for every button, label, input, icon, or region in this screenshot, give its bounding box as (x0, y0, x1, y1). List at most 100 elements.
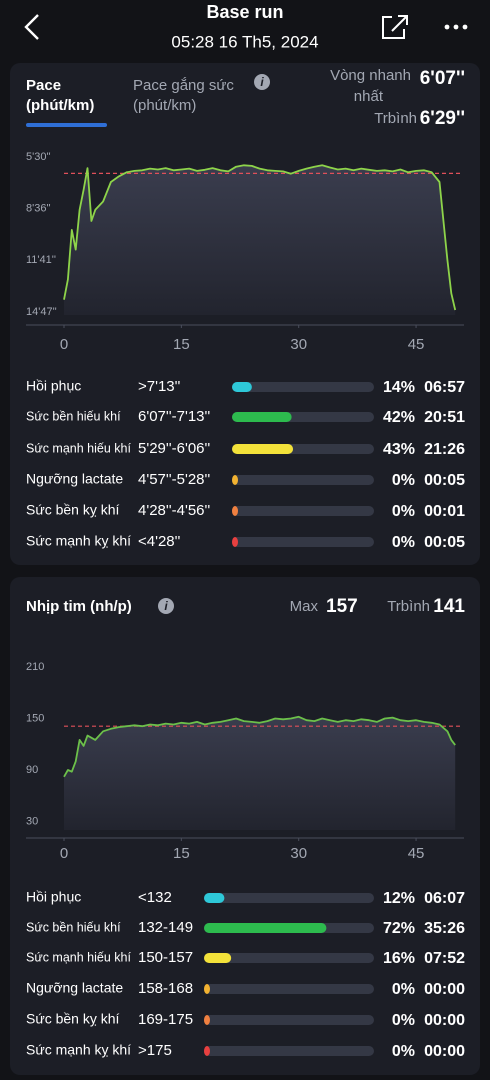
zone-time: 00:01 (424, 503, 465, 520)
zone-range: 150-157 (138, 949, 193, 966)
hr-title: Nhịp tim (nh/p) (26, 598, 132, 615)
y-tick-label: 210 (26, 661, 44, 673)
zone-name: Sức bền kỵ khí (26, 502, 120, 518)
zone-percent: 16% (383, 950, 415, 967)
avg-value: 141 (433, 596, 465, 617)
fastest-label: Vòng nhanh (330, 67, 411, 84)
zone-track (204, 984, 374, 994)
back-button[interactable] (24, 14, 39, 40)
zone-track (232, 475, 374, 485)
zone-time: 00:05 (424, 534, 465, 551)
tab-effort-pace[interactable]: (phút/km) (133, 97, 196, 114)
fastest-label: nhất (354, 88, 384, 105)
info-icon[interactable] (158, 598, 174, 614)
tab-pace[interactable]: Pace (26, 77, 61, 94)
zone-track (232, 506, 374, 516)
x-tick-label: 0 (60, 845, 68, 862)
zone-bar (204, 953, 232, 963)
tab-effort-pace[interactable]: Pace gắng sức (133, 77, 234, 94)
zone-bar (232, 382, 252, 392)
max-value: 157 (326, 596, 358, 617)
share-button[interactable] (382, 15, 408, 39)
zone-track (204, 1015, 374, 1025)
zone-time: 06:07 (424, 890, 465, 907)
line (63, 164, 457, 311)
date: 05:28 16 Th5, 2024 (171, 32, 318, 51)
zone-time: 00:05 (424, 472, 465, 489)
avg-label: Trbình (387, 598, 430, 615)
zone-range: >7'13'' (138, 378, 181, 395)
zone-time: 00:00 (424, 1043, 465, 1060)
zone-bar (232, 506, 238, 516)
zone-track (232, 382, 374, 392)
zone-percent: 0% (392, 1012, 415, 1029)
zone-bar (232, 444, 294, 454)
zone-time: 35:26 (424, 920, 465, 937)
zone-name: Hồi phục (26, 378, 81, 394)
tab-pace[interactable]: (phút/km) (26, 97, 94, 114)
zone-track (204, 893, 374, 903)
info-icon-i: i (260, 75, 264, 89)
zone-bar (232, 412, 292, 422)
zone-bar (204, 1046, 210, 1056)
info-icon[interactable] (254, 74, 270, 90)
zone-range: 6'07''-7'13'' (138, 408, 210, 425)
zone-percent: 0% (392, 981, 415, 998)
y-tick-label: 90 (26, 764, 38, 776)
zone-name: Sức mạnh hiếu khí (26, 441, 131, 455)
zone-range: >175 (138, 1042, 172, 1059)
zone-name: Sức bền hiếu khí (26, 920, 121, 934)
fastest-value: 6'07'' (420, 68, 465, 89)
line (63, 715, 456, 778)
zone-percent: 72% (383, 920, 415, 937)
x-tick-label: 45 (408, 845, 425, 862)
zone-bar (232, 475, 238, 485)
zone-range: <4'28'' (138, 533, 181, 550)
info-icon-i: i (164, 599, 168, 613)
zone-name: Sức mạnh kỵ khí (26, 533, 131, 549)
zone-range: 132-149 (138, 919, 193, 936)
zone-range: 169-175 (138, 1011, 193, 1028)
zone-bar (204, 1015, 210, 1025)
zone-track (232, 537, 374, 547)
zone-range: 158-168 (138, 980, 193, 997)
zone-range: 4'28''-4'56'' (138, 502, 210, 519)
zone-time: 07:52 (424, 950, 465, 967)
zone-percent: 42% (383, 409, 415, 426)
y-tick-label: 150 (26, 712, 44, 724)
zone-bar (204, 893, 225, 903)
zone-name: Ngưỡng lactate (26, 980, 123, 996)
avg-label: Trbình (374, 110, 417, 127)
zone-percent: 14% (383, 379, 415, 396)
zone-time: 00:00 (424, 1012, 465, 1029)
zone-bar (232, 537, 238, 547)
zone-name: Sức bền kỵ khí (26, 1011, 120, 1027)
max-label: Max (290, 598, 319, 615)
zone-range: 4'57''-5'28'' (138, 471, 210, 488)
avg-value: 6'29'' (420, 108, 465, 129)
y-tick-label: 11'41'' (26, 254, 56, 266)
x-tick-label: 15 (173, 845, 190, 862)
zone-time: 21:26 (424, 441, 465, 458)
zone-percent: 0% (392, 472, 415, 489)
zone-bar (204, 923, 327, 933)
zone-percent: 12% (383, 890, 415, 907)
zone-track (204, 953, 374, 963)
zone-bar (204, 984, 210, 994)
y-tick-label: 8'36'' (26, 203, 51, 215)
area-fill (64, 165, 456, 315)
zone-percent: 0% (392, 503, 415, 520)
zone-percent: 0% (392, 534, 415, 551)
area-fill (64, 716, 456, 830)
y-tick-label: 14'47'' (26, 306, 57, 318)
zone-time: 06:57 (424, 379, 465, 396)
zone-time: 20:51 (424, 409, 465, 426)
more-button[interactable] (444, 24, 468, 30)
zone-name: Ngưỡng lactate (26, 471, 123, 487)
x-tick-label: 30 (290, 845, 307, 862)
x-tick-label: 45 (408, 336, 425, 353)
zone-track (204, 1046, 374, 1056)
tab-indicator (26, 123, 107, 127)
zone-name: Sức bền hiếu khí (26, 409, 121, 423)
